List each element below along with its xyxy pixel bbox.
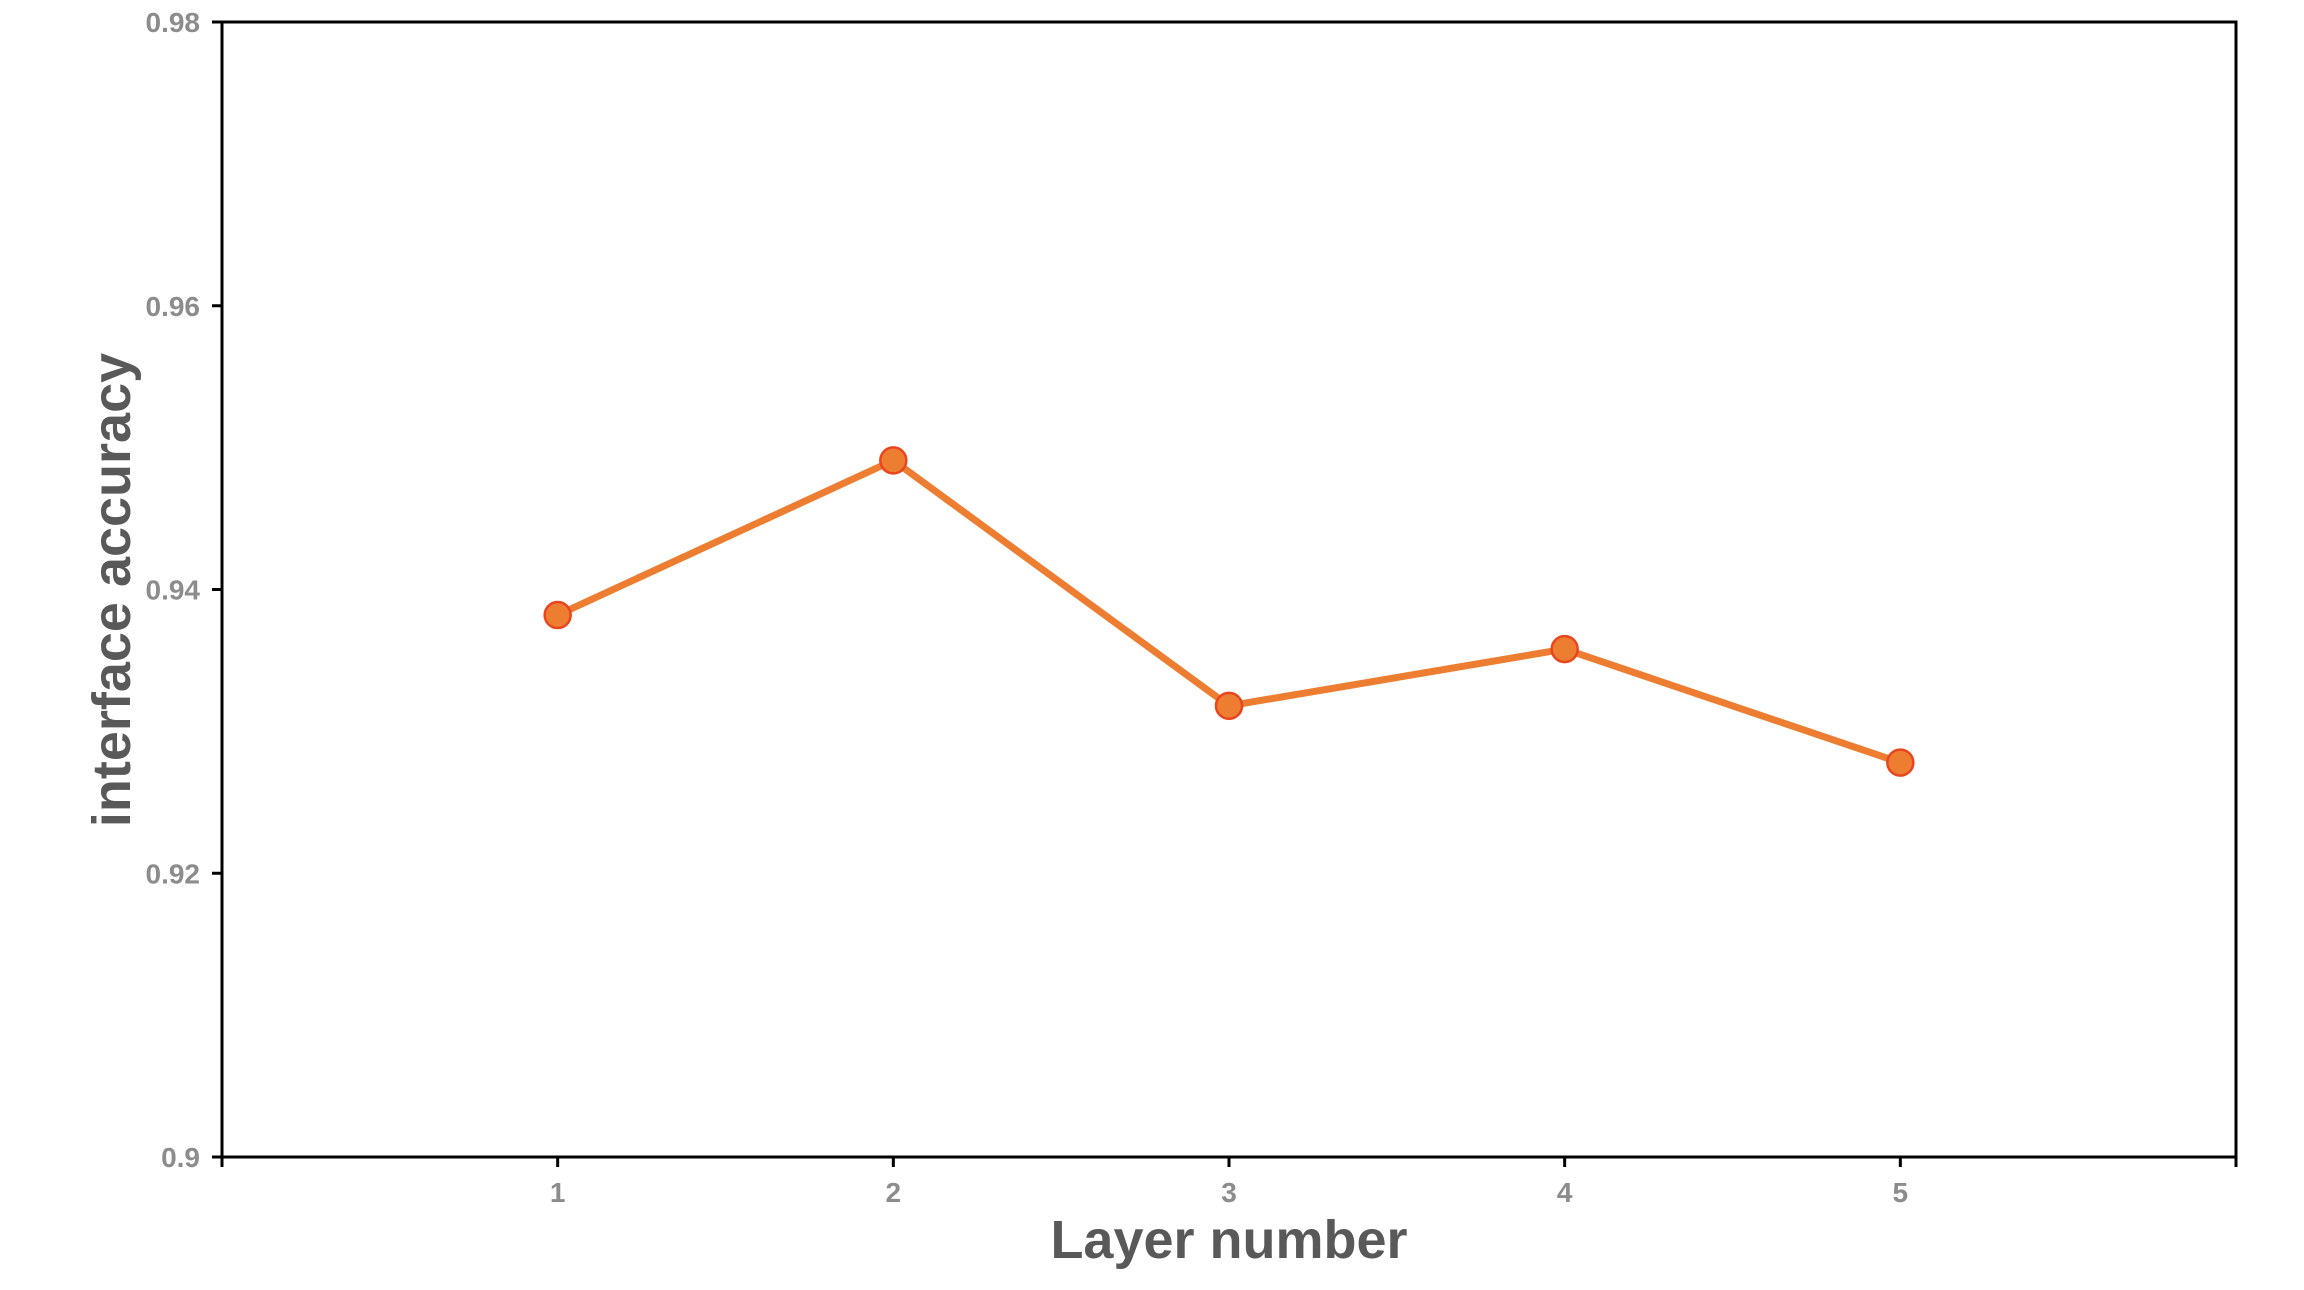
data-point xyxy=(543,600,572,630)
x-tick-label: 5 xyxy=(1893,1177,1909,1208)
x-tick-label: 4 xyxy=(1557,1177,1573,1208)
y-tick-label: 0.94 xyxy=(146,575,201,606)
plot-area xyxy=(220,20,2238,1159)
y-tick-label: 0.92 xyxy=(146,858,201,889)
x-axis-title: Layer number xyxy=(1050,1210,1407,1270)
data-point xyxy=(879,446,908,475)
x-tick-label: 2 xyxy=(886,1177,902,1208)
y-axis-title: interface accuracy xyxy=(82,353,142,827)
data-point xyxy=(1886,748,1915,777)
data-point xyxy=(1214,691,1244,721)
data-point xyxy=(1550,634,1579,664)
series-layer xyxy=(543,446,1915,777)
x-tick-label: 1 xyxy=(550,1177,566,1208)
y-axis-ticks: 0.9 0.92 0.94 0.96 0.98 xyxy=(146,7,222,1173)
x-tick-label: 3 xyxy=(1221,1177,1237,1208)
y-tick-label: 0.96 xyxy=(146,291,201,322)
y-tick-label: 0.9 xyxy=(161,1142,200,1173)
y-tick-label: 0.98 xyxy=(146,7,201,38)
x-axis-ticks: 1 2 3 4 5 xyxy=(220,1157,2238,1208)
